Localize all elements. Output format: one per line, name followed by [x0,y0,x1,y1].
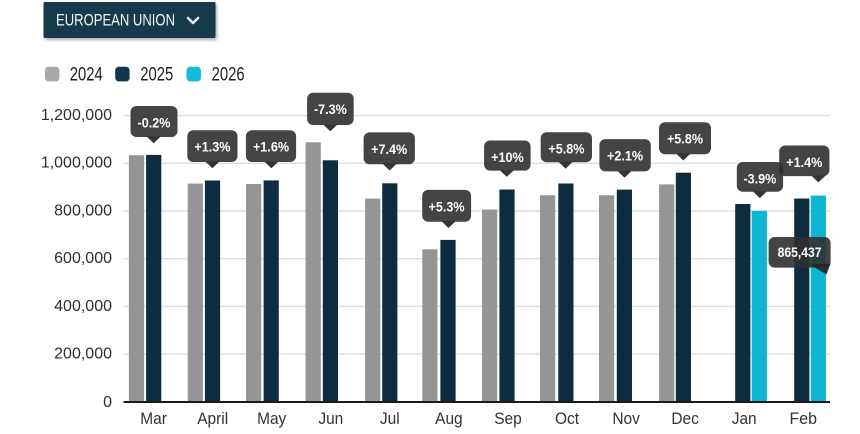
svg-text:Oct: Oct [555,409,579,428]
svg-text:May: May [257,409,287,428]
svg-text:+5.3%: +5.3% [429,198,466,214]
svg-text:2024: 2024 [70,65,103,86]
svg-text:+1.4%: +1.4% [786,154,823,170]
svg-text:Sep: Sep [494,409,522,428]
svg-text:+5.8%: +5.8% [548,141,585,157]
svg-text:Jan: Jan [732,409,757,428]
svg-text:600,000: 600,000 [54,250,112,267]
svg-text:+7.4%: +7.4% [371,141,408,157]
svg-text:+5.8%: +5.8% [667,131,704,147]
svg-text:865,437: 865,437 [778,245,822,260]
svg-text:Mar: Mar [140,409,167,428]
svg-text:Jun: Jun [318,409,343,428]
svg-text:EUROPEAN UNION: EUROPEAN UNION [56,11,175,29]
svg-text:Nov: Nov [612,409,640,428]
svg-text:Aug: Aug [435,409,463,428]
svg-text:Feb: Feb [790,409,818,428]
svg-text:+1.6%: +1.6% [253,139,290,155]
svg-text:Dec: Dec [671,409,699,428]
svg-text:-7.3%: -7.3% [314,101,347,117]
svg-text:400,000: 400,000 [54,298,112,315]
svg-text:Jul: Jul [380,409,400,428]
svg-text:0: 0 [103,394,112,411]
svg-text:April: April [197,409,228,428]
svg-text:+10%: +10% [491,149,524,165]
svg-text:200,000: 200,000 [54,346,112,363]
svg-text:-3.9%: -3.9% [743,170,776,186]
svg-text:800,000: 800,000 [54,202,112,219]
svg-text:2025: 2025 [140,65,173,86]
svg-text:1,000,000: 1,000,000 [41,155,112,172]
svg-text:2026: 2026 [212,65,245,86]
svg-text:+2.1%: +2.1% [607,148,644,164]
svg-text:+1.3%: +1.3% [194,139,231,155]
svg-text:1,200,000: 1,200,000 [41,107,112,124]
svg-text:-0.2%: -0.2% [138,114,171,130]
